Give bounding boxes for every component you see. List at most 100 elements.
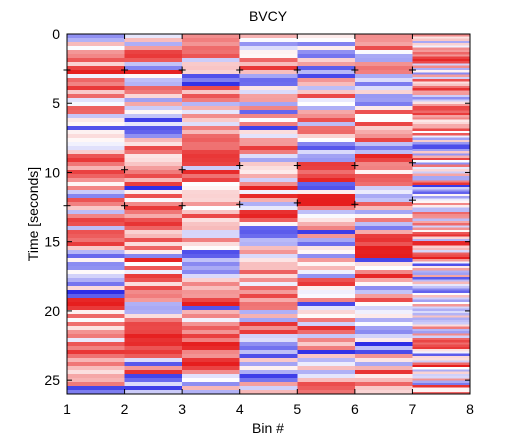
heatmap-cell (124, 78, 183, 83)
heatmap-cell (354, 246, 413, 251)
heatmap-cell (354, 334, 413, 339)
heatmap-cell (67, 50, 125, 55)
heatmap-cell (354, 182, 413, 187)
heatmap-cell (182, 366, 240, 371)
heatmap-cell (412, 382, 470, 386)
heatmap-cell (182, 250, 240, 255)
heatmap-cell (182, 42, 240, 47)
heatmap-cell (354, 150, 413, 155)
heatmap-cell (182, 330, 240, 335)
heatmap-cell (239, 302, 298, 307)
heatmap-cell (124, 382, 183, 387)
heatmap-cell (354, 170, 413, 175)
heatmap-cell (354, 322, 413, 327)
heatmap-cell (412, 268, 470, 271)
heatmap-cell (182, 186, 240, 191)
heatmap-cell (182, 294, 240, 299)
heatmap-cell (124, 214, 183, 219)
heatmap-cell (297, 258, 355, 263)
heatmap-cell (412, 317, 470, 321)
heatmap-cell (182, 286, 240, 291)
heatmap-cell (297, 222, 355, 227)
heatmap-cell (412, 301, 470, 305)
heatmap-cell (354, 210, 413, 215)
heatmap-cell (182, 98, 240, 103)
heatmap-cell (67, 42, 125, 47)
heatmap-cell (412, 115, 470, 118)
heatmap-cell (124, 270, 183, 275)
heatmap-cell (354, 374, 413, 379)
heatmap-cell (239, 358, 298, 363)
heatmap-cell (412, 376, 470, 379)
heatmap-cell (354, 318, 413, 323)
heatmap-cell (124, 358, 183, 363)
heatmap-cell (354, 326, 413, 331)
heatmap-cell (124, 278, 183, 283)
heatmap-cell (67, 74, 125, 79)
heatmap-cell (412, 229, 470, 233)
heatmap-cell (412, 304, 470, 307)
heatmap-cell (124, 374, 183, 379)
heatmap-cell (354, 242, 413, 247)
heatmap-cell (412, 52, 470, 55)
heatmap-cell (239, 138, 298, 143)
heatmap-cell (124, 298, 183, 303)
heatmap-cell (67, 58, 125, 63)
heatmap-cell (124, 338, 183, 343)
heatmap-cell (239, 78, 298, 83)
heatmap-cell (297, 46, 355, 51)
heatmap-cell (297, 162, 355, 167)
heatmap-cell (182, 362, 240, 367)
heatmap-cell (412, 106, 470, 109)
heatmap-cell (182, 94, 240, 99)
heatmap-cell (67, 98, 125, 103)
heatmap-cell (412, 61, 470, 64)
x-tick-label: 4 (236, 401, 244, 417)
heatmap-cell (67, 62, 125, 67)
heatmap-cell (354, 314, 413, 319)
heatmap-cell (124, 346, 183, 351)
heatmap-cell (412, 198, 470, 201)
heatmap-cell (182, 314, 240, 319)
heatmap-cell (124, 174, 183, 179)
heatmap-cell (354, 386, 413, 391)
heatmap-cell (297, 102, 355, 107)
heatmap-cell (182, 254, 240, 259)
heatmap-cell (182, 278, 240, 283)
heatmap-cell (124, 350, 183, 355)
heatmap-cell (182, 306, 240, 311)
heatmap-cell (182, 114, 240, 119)
plus-marker (178, 66, 186, 74)
heatmap-cell (182, 234, 240, 239)
heatmap-cell (412, 238, 470, 242)
heatmap-cell (124, 258, 183, 263)
heatmap-cell (124, 198, 183, 203)
heatmap-cell (297, 234, 355, 239)
heatmap-cell (182, 222, 240, 227)
heatmap-cell (67, 202, 125, 207)
heatmap-cell (354, 94, 413, 99)
heatmap-cell (412, 124, 470, 127)
heatmap-cell (354, 154, 413, 159)
heatmap-cell (239, 274, 298, 279)
heatmap-cell (182, 374, 240, 379)
axis-ticks (66, 33, 471, 394)
heatmap-cell (239, 86, 298, 91)
heatmap-cell (412, 279, 470, 282)
heatmap-cell (67, 338, 125, 343)
heatmap-cell (354, 198, 413, 203)
plus-marker (121, 202, 129, 210)
heatmap-cell (182, 150, 240, 155)
heatmap-cell (297, 158, 355, 163)
plus-marker (408, 196, 416, 204)
heatmap-cell (297, 166, 355, 171)
heatmap-cell (354, 262, 413, 267)
heatmap-cell (412, 389, 470, 393)
heatmap-cell (354, 258, 413, 263)
heatmap-cell (354, 90, 413, 95)
heatmap-cell (297, 78, 355, 83)
heatmap-cell (297, 94, 355, 99)
heatmap-cell (412, 378, 470, 381)
heatmap-cell (67, 362, 125, 367)
heatmap-cell (297, 90, 355, 95)
